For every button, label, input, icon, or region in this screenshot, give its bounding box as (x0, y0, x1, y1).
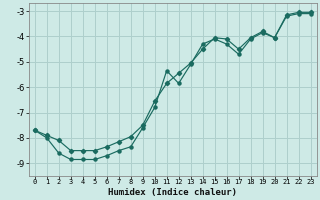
X-axis label: Humidex (Indice chaleur): Humidex (Indice chaleur) (108, 188, 237, 197)
